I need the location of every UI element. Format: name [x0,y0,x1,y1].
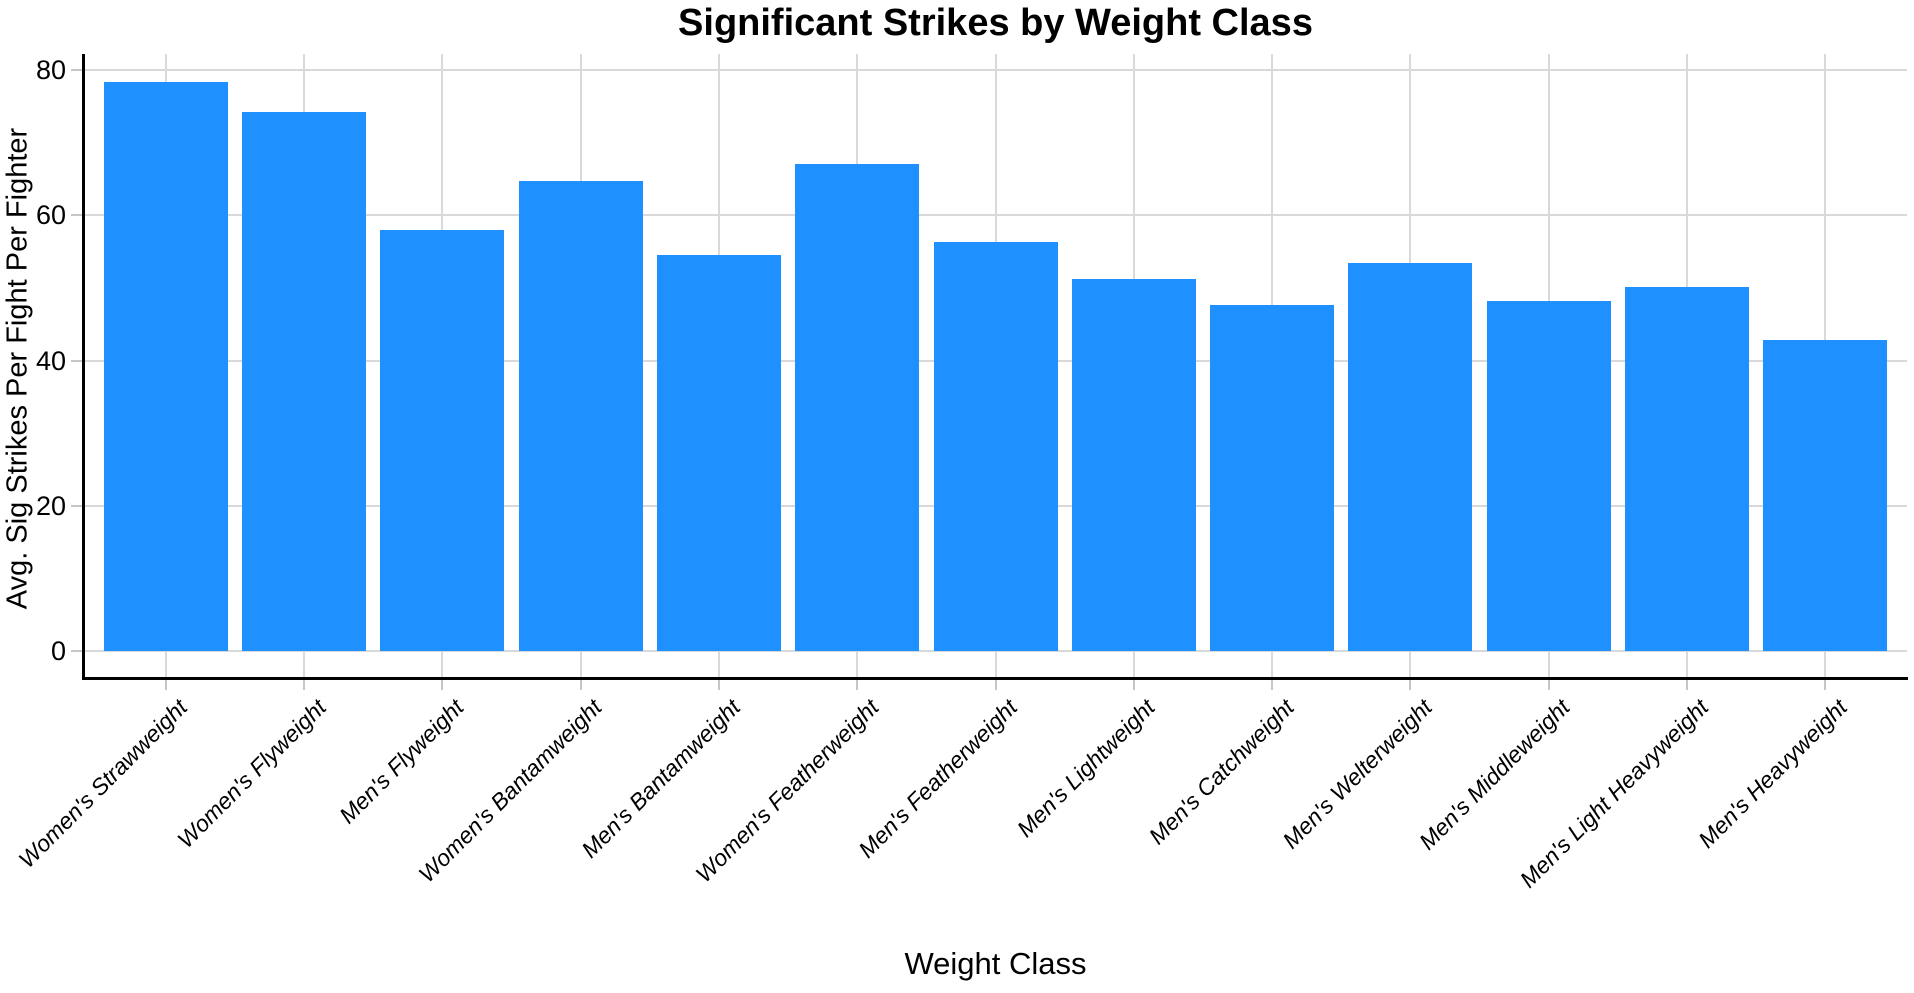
y-tick-label: 40 [35,345,66,376]
x-tick-label: Men's Lightweight [1012,694,1161,843]
bar [380,229,505,651]
bar [242,112,367,651]
y-tick-label: 20 [35,490,66,521]
bar [795,163,920,651]
bar [1071,279,1196,651]
x-axis-line [82,677,1908,680]
x-tick-mark [303,680,306,690]
bar [1486,301,1611,651]
y-tick-label: 60 [35,200,66,231]
x-tick-mark [1685,680,1688,690]
bar [933,242,1058,651]
y-tick-mark [71,504,82,507]
y-tick-mark [71,214,82,217]
x-tick-mark [1547,680,1550,690]
bar [657,255,782,651]
x-tick-mark [164,680,167,690]
x-tick-label: Men's Middleweight [1414,694,1576,855]
x-axis-title: Weight Class [904,946,1087,981]
x-tick-label: Men's Flyweight [334,694,469,829]
x-tick-label: Men's Catchweight [1143,694,1299,850]
bar [103,81,228,651]
x-tick-mark [856,680,859,690]
bar [1763,339,1888,651]
y-axis-line [82,54,85,680]
chart-title: Significant Strikes by Weight Class [678,2,1313,44]
x-tick-label: Women's Strawweight [13,694,193,873]
x-tick-mark [718,680,721,690]
x-tick-mark [1824,680,1827,690]
y-tick-label: 80 [35,55,66,86]
y-tick-mark [71,359,82,362]
x-tick-label: Women's Flyweight [171,694,331,853]
bar [1210,305,1335,651]
bar [1348,262,1473,651]
x-tick-mark [1409,680,1412,690]
x-tick-label: Men's Featherweight [853,694,1022,863]
bar [518,181,643,651]
x-tick-mark [1271,680,1274,690]
x-tick-mark [579,680,582,690]
y-tick-mark [71,69,82,72]
x-tick-label: Men's Welterweight [1277,694,1437,854]
y-tick-label: 0 [50,636,66,666]
x-tick-mark [441,680,444,690]
x-tick-mark [994,680,997,690]
x-tick-mark [1132,680,1135,690]
y-tick-mark [71,650,82,652]
bar [1624,287,1749,651]
x-tick-label: Men's Heavyweight [1692,694,1852,853]
